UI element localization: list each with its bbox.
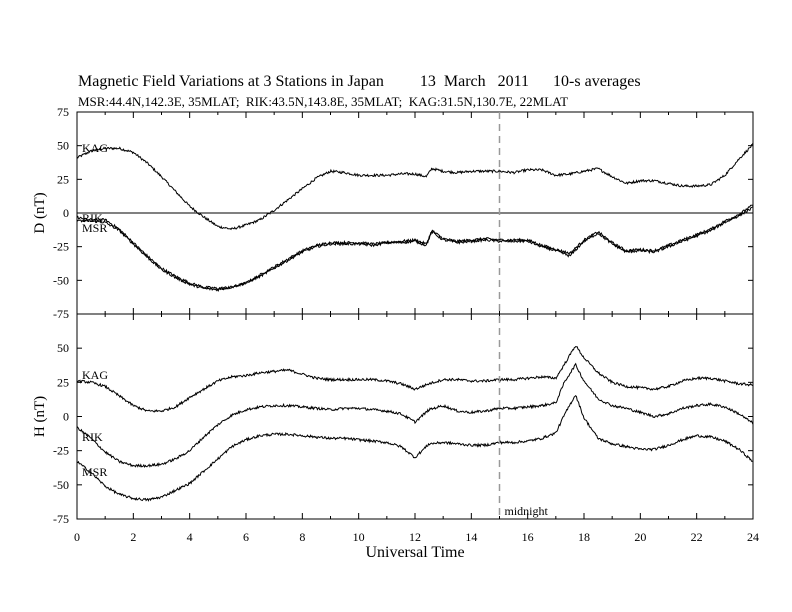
- x-tick-label: 18: [578, 530, 590, 544]
- midnight-label: midnight: [505, 504, 549, 518]
- y-tick-label: -50: [53, 478, 69, 492]
- x-tick-label: 8: [299, 530, 305, 544]
- y-tick-label: 25: [57, 375, 69, 389]
- series-label-msr: MSR: [82, 465, 107, 479]
- y-tick-label: 50: [57, 139, 69, 153]
- y-tick-label: 50: [57, 341, 69, 355]
- x-axis-label: Universal Time: [365, 544, 464, 561]
- x-tick-label: 6: [243, 530, 249, 544]
- series-line-kag: [76, 346, 754, 413]
- series-line-kag: [76, 142, 754, 231]
- y-tick-label: -75: [53, 307, 69, 321]
- series-line-msr: [76, 206, 754, 293]
- x-tick-label: 12: [409, 530, 421, 544]
- x-tick-label: 10: [353, 530, 365, 544]
- x-tick-label: 4: [187, 530, 193, 544]
- y-axis-label: H (nT): [32, 396, 48, 437]
- y-axis-label: D (nT): [32, 192, 48, 233]
- series-label-msr: MSR: [82, 221, 107, 235]
- y-tick-label: -50: [53, 273, 69, 287]
- chart-subtitle: MSR:44.4N,142.3E, 35MLAT; RIK:43.5N,143.…: [78, 94, 569, 109]
- x-tick-label: 14: [465, 530, 477, 544]
- series-line-rik: [76, 362, 754, 469]
- y-tick-label: 0: [63, 206, 69, 220]
- series-line-msr: [76, 394, 754, 502]
- chart-title: Magnetic Field Variations at 3 Stations …: [78, 73, 641, 90]
- h-panel: 50 25 0 -25 -50 -75 H (nT) KAG RIK MSR: [32, 313, 754, 526]
- x-tick-label: 22: [691, 530, 703, 544]
- x-tick-label: 20: [634, 530, 646, 544]
- y-tick-label: -25: [53, 240, 69, 254]
- x-tick-label: 24: [747, 530, 759, 544]
- y-tick-label: -75: [53, 512, 69, 526]
- x-tick-label: 0: [74, 530, 80, 544]
- series-label-rik: RIK: [82, 430, 103, 444]
- series-label-kag: KAG: [82, 368, 108, 382]
- series-line-rik: [76, 204, 754, 291]
- series-label-kag: KAG: [82, 141, 108, 155]
- y-tick-label: 25: [57, 172, 69, 186]
- y-tick-label: 75: [57, 105, 69, 119]
- x-tick-label: 2: [130, 530, 136, 544]
- y-tick-label: 0: [63, 410, 69, 424]
- x-tick-label: 16: [522, 530, 534, 544]
- y-tick-label: -25: [53, 444, 69, 458]
- panel-frame: [76, 313, 754, 520]
